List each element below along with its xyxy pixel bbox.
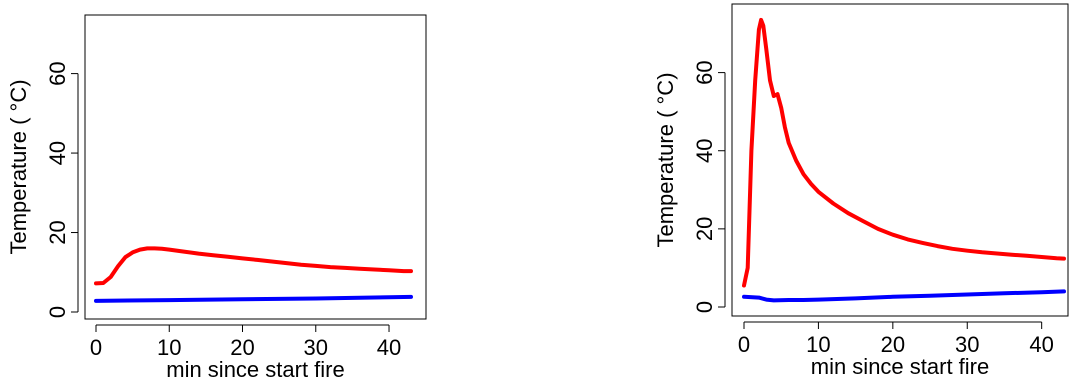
chart-panel-1: 0 10 20 30 40 0 20 40 60 min since start fire Temp…: [6, 14, 427, 382]
series-line-2: [94, 294, 413, 303]
x-tick-label: 30: [955, 332, 979, 357]
plot-frame: [731, 3, 1069, 317]
x-axis-title: min since start fire: [166, 357, 345, 382]
y-tick-label: 60: [692, 60, 717, 84]
x-tick-label: 0: [90, 335, 102, 360]
y-tick-label: 20: [692, 217, 717, 241]
x-tick-label: 20: [881, 332, 905, 357]
y-tick-label: 20: [45, 220, 70, 244]
x-tick-label: 40: [377, 335, 401, 360]
series-line-1: [742, 17, 1066, 288]
x-axis-title: min since start fire: [811, 354, 990, 379]
x-tick-label: 10: [806, 332, 830, 357]
x-tick-label: 40: [1029, 332, 1053, 357]
x-tick-label: 30: [304, 335, 328, 360]
series-line-1: [94, 246, 413, 286]
y-axis-title: Temperature ( °C): [6, 79, 31, 254]
x-tick-label: 20: [230, 335, 254, 360]
y-tick-label: 40: [45, 141, 70, 165]
y-axis-title: Temperature ( °C): [653, 72, 678, 247]
y-tick-label: 0: [45, 306, 70, 318]
y-tick-label: 0: [692, 301, 717, 313]
y-tick-label: 40: [692, 138, 717, 162]
x-tick-label: 10: [157, 335, 181, 360]
chart-panel-2: 0 10 20 30 40 0 20 40 60 min since start fire Temp…: [653, 3, 1069, 379]
y-tick-label: 60: [45, 61, 70, 85]
plot-frame: [84, 14, 427, 320]
x-tick-label: 0: [738, 332, 750, 357]
series-line-2: [742, 289, 1066, 303]
